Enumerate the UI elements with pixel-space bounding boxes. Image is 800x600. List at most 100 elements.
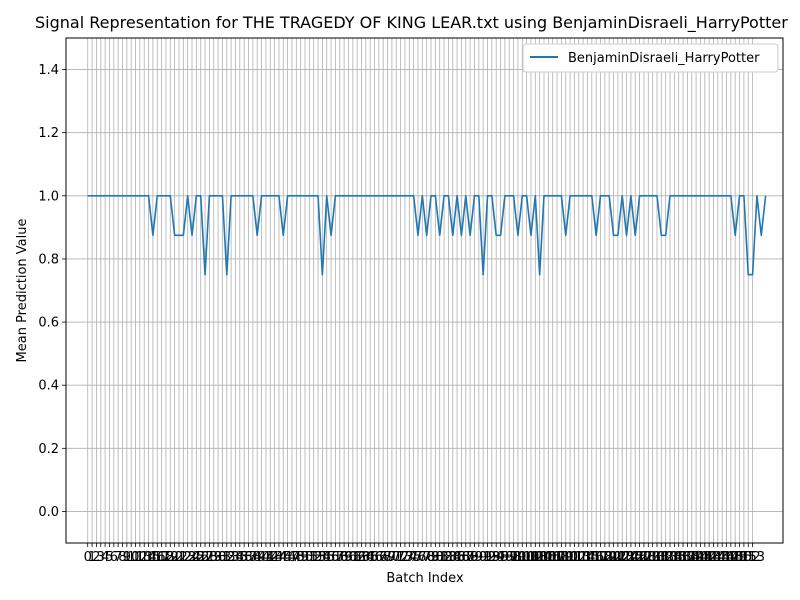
- x-tick-label: 58: [331, 550, 348, 565]
- x-tick-label: 37: [240, 550, 257, 565]
- x-tick-label: 90: [471, 550, 488, 565]
- x-tick-label: 123: [610, 550, 635, 565]
- x-tick-label: 147: [714, 550, 739, 565]
- x-tick-label: 40: [253, 550, 270, 565]
- x-tick-label: 108: [545, 550, 570, 565]
- x-tick-label: 46: [279, 550, 296, 565]
- x-tick-label: 60: [340, 550, 357, 565]
- x-tick-label: 27: [197, 550, 214, 565]
- x-tick-label: 8: [118, 550, 126, 565]
- x-tick-label: 29: [205, 550, 222, 565]
- x-tick-label: 26: [192, 550, 209, 565]
- x-tick-label: 153: [740, 550, 765, 565]
- y-tick-label: 1.0: [38, 189, 59, 204]
- x-tick-label: 41: [258, 550, 275, 565]
- x-tick-label: 43: [266, 550, 283, 565]
- x-tick-label: 13: [136, 550, 153, 565]
- y-tick-label: 0.4: [38, 379, 59, 394]
- x-tick-label: 19: [162, 550, 179, 565]
- plot-frame: [65, 37, 784, 544]
- x-tick-label: 118: [588, 550, 613, 565]
- y-tick-label: 0.0: [38, 505, 59, 520]
- x-tick-label: 128: [632, 550, 657, 565]
- x-tick-label: 54: [314, 550, 331, 565]
- x-tick-label: 124: [614, 550, 639, 565]
- x-tick-label: 102: [519, 550, 544, 565]
- x-tick-label: 139: [679, 550, 704, 565]
- line-layer: [87, 195, 767, 276]
- x-tick-label: 144: [701, 550, 726, 565]
- x-tick-label: 71: [388, 550, 405, 565]
- x-tick-label: 84: [444, 550, 461, 565]
- x-tick-label: 7: [114, 550, 122, 565]
- x-tick-label: 135: [662, 550, 687, 565]
- x-tick-label: 15: [145, 550, 162, 565]
- x-tick-label: 92: [479, 550, 496, 565]
- x-tick-label: 30: [210, 550, 227, 565]
- x-tick-label: 77: [414, 550, 431, 565]
- x-tick-label: 18: [158, 550, 175, 565]
- x-tick-label: 134: [658, 550, 683, 565]
- x-tick-label: 125: [618, 550, 643, 565]
- x-tick-label: 82: [436, 550, 453, 565]
- x-tick-label: 111: [558, 550, 583, 565]
- x-tick-label: 17: [153, 550, 170, 565]
- x-tick-label: 68: [375, 550, 392, 565]
- x-tick-label: 98: [505, 550, 522, 565]
- chart-title: Signal Representation for THE TRAGEDY OF…: [35, 13, 788, 33]
- x-tick-label: 91: [475, 550, 492, 565]
- x-tick-label: 6: [110, 550, 118, 565]
- x-tick-label: 12: [132, 550, 149, 565]
- x-tick-label: 1: [88, 550, 96, 565]
- x-tick-label: 130: [640, 550, 665, 565]
- x-tick-label: 141: [688, 550, 713, 565]
- x-tick-label: 101: [514, 550, 539, 565]
- x-tick-label: 78: [418, 550, 435, 565]
- x-tick-label: 86: [453, 550, 470, 565]
- x-tick-label: 140: [684, 550, 709, 565]
- y-tick-label: 0.8: [38, 252, 59, 267]
- x-tick-label: 131: [645, 550, 670, 565]
- x-tick-label: 25: [188, 550, 205, 565]
- x-tick-label: 136: [666, 550, 691, 565]
- x-tick-label: 110: [553, 550, 578, 565]
- x-tick-label: 2: [92, 550, 100, 565]
- x-tick-label: 57: [327, 550, 344, 565]
- x-tick-label: 76: [410, 550, 427, 565]
- y-tick-label: 1.2: [38, 126, 59, 141]
- x-tick-label: 72: [392, 550, 409, 565]
- x-axis-label: Batch Index: [386, 571, 464, 586]
- x-tick-label: 21: [171, 550, 188, 565]
- x-tick-label: 119: [592, 550, 617, 565]
- x-tick-label: 31: [214, 550, 231, 565]
- x-tick-label: 151: [731, 550, 756, 565]
- x-tick-label: 96: [497, 550, 514, 565]
- x-tick-label: 5: [105, 550, 113, 565]
- x-tick-label: 115: [575, 550, 600, 565]
- x-tick-label: 97: [501, 550, 518, 565]
- x-tick-label: 114: [571, 550, 596, 565]
- x-tick-label: 117: [584, 550, 609, 565]
- x-tick-label: 138: [675, 550, 700, 565]
- x-tick-label: 107: [540, 550, 565, 565]
- x-tick-label: 81: [431, 550, 448, 565]
- x-tick-label: 47: [284, 550, 301, 565]
- x-tick-label: 9: [123, 550, 131, 565]
- x-tick-label: 87: [458, 550, 475, 565]
- x-tick-label: 22: [175, 550, 192, 565]
- x-tick-label: 16: [149, 550, 166, 565]
- x-tick-label: 49: [292, 550, 309, 565]
- x-tick-label: 133: [653, 550, 678, 565]
- legend: BenjaminDisraeli_HarryPotter: [522, 43, 779, 73]
- x-tick-label: 83: [440, 550, 457, 565]
- x-tick-label: 38: [245, 550, 262, 565]
- x-tick-label: 4: [101, 550, 109, 565]
- x-tick-label: 120: [597, 550, 622, 565]
- x-tick-label: 152: [736, 550, 761, 565]
- x-tick-label: 62: [349, 550, 366, 565]
- x-tick-label: 33: [223, 550, 240, 565]
- x-tick-label: 24: [184, 550, 201, 565]
- x-tick-label: 52: [305, 550, 322, 565]
